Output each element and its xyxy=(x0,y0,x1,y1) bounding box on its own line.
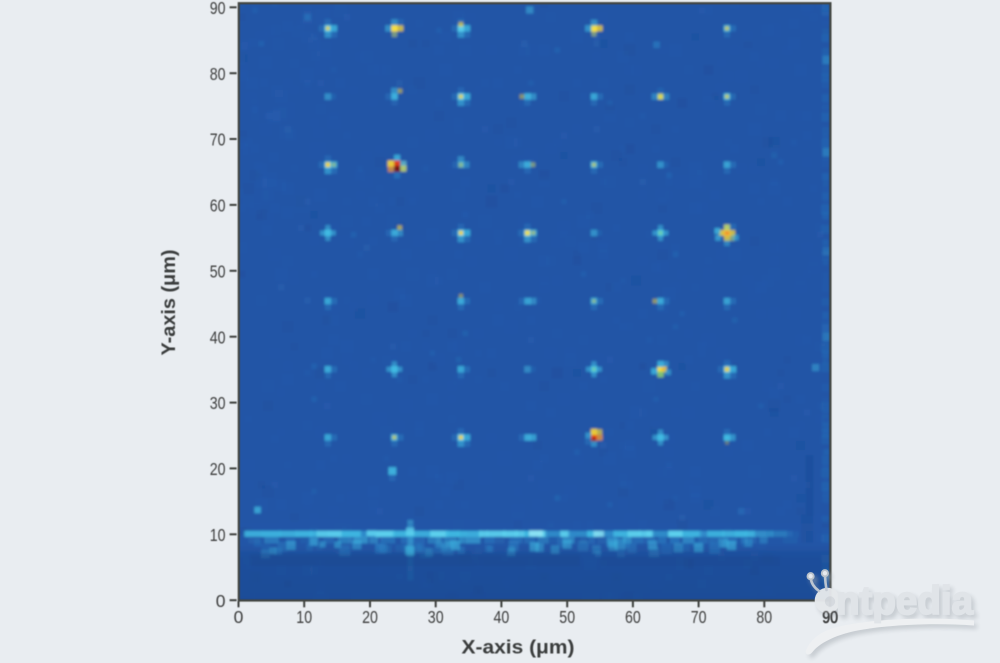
svg-text:20: 20 xyxy=(362,607,378,627)
svg-text:90: 90 xyxy=(210,0,226,18)
svg-text:Y-axis (μm): Y-axis (μm) xyxy=(158,250,180,356)
svg-text:0: 0 xyxy=(234,607,244,627)
svg-text:70: 70 xyxy=(210,130,226,150)
svg-text:60: 60 xyxy=(210,196,226,216)
svg-text:ntpedia: ntpedia xyxy=(836,579,974,623)
svg-text:50: 50 xyxy=(210,261,226,281)
svg-text:30: 30 xyxy=(428,607,444,627)
svg-text:50: 50 xyxy=(559,607,575,627)
svg-text:80: 80 xyxy=(756,607,772,627)
svg-text:10: 10 xyxy=(210,525,226,545)
svg-text:70: 70 xyxy=(691,607,707,627)
svg-text:30: 30 xyxy=(210,393,226,413)
svg-text:90: 90 xyxy=(822,607,838,627)
svg-text:60: 60 xyxy=(625,607,641,627)
svg-text:10: 10 xyxy=(296,607,312,627)
svg-text:20: 20 xyxy=(210,459,226,479)
svg-text:40: 40 xyxy=(210,327,226,347)
svg-text:0: 0 xyxy=(216,591,226,611)
svg-text:X-axis (μm): X-axis (μm) xyxy=(462,637,575,659)
svg-text:80: 80 xyxy=(210,64,226,84)
svg-text:40: 40 xyxy=(494,607,510,627)
